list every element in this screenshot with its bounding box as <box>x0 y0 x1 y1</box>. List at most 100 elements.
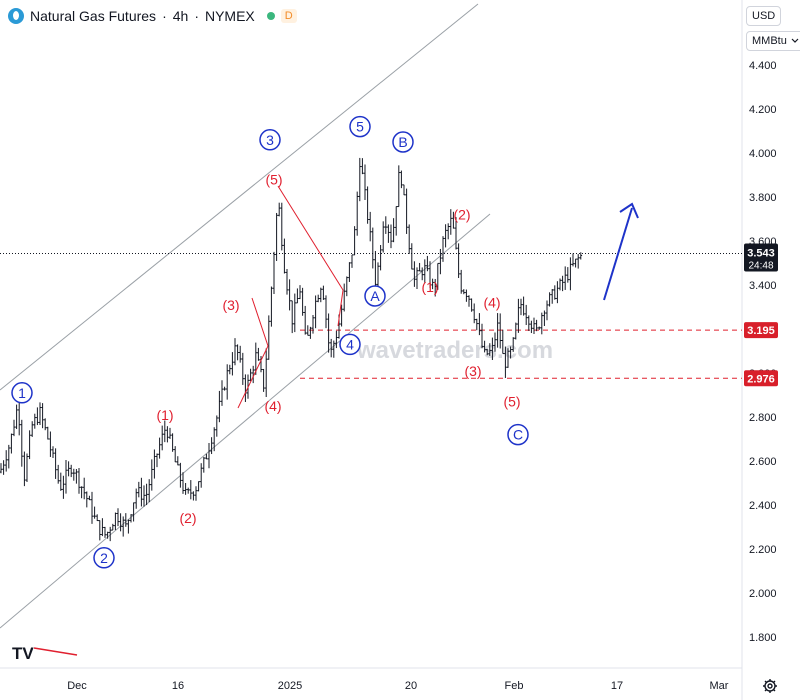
svg-text:4: 4 <box>346 336 354 352</box>
candle <box>556 281 559 304</box>
candle <box>88 495 91 501</box>
candle <box>262 368 265 392</box>
svg-text:A: A <box>370 288 380 304</box>
candle <box>202 456 206 473</box>
candle <box>366 186 369 224</box>
candle <box>127 519 130 534</box>
candle <box>293 293 297 333</box>
candle <box>197 481 200 492</box>
candle <box>111 523 115 531</box>
candle <box>306 325 310 336</box>
currency-label: USD <box>752 10 776 22</box>
projection-arrow-line <box>603 207 633 301</box>
symbol-header[interactable]: Natural Gas Futures · 4h · NYMEX D <box>8 6 297 26</box>
candle <box>493 332 497 352</box>
price-tick-label: 2.600 <box>749 456 777 468</box>
candle <box>77 467 81 494</box>
candle <box>212 427 216 452</box>
candle <box>415 267 419 289</box>
level-price-label: 3.195 <box>747 325 775 337</box>
candle <box>210 437 213 455</box>
candle <box>228 364 232 375</box>
candle <box>392 218 395 243</box>
candle <box>319 287 323 303</box>
candle <box>2 460 5 475</box>
candle <box>25 453 29 482</box>
candle <box>511 337 515 352</box>
candle <box>231 352 234 376</box>
candle <box>335 330 338 349</box>
candle <box>322 285 325 300</box>
candle <box>465 289 468 302</box>
wave-label-paren: (5) <box>265 171 282 187</box>
candle <box>132 502 135 522</box>
level-price-label: 2.976 <box>747 373 775 385</box>
candle <box>251 365 255 384</box>
wave-label-C: C <box>507 423 529 446</box>
price-tick-label: 4.000 <box>749 148 777 160</box>
symbol-name: Natural Gas Futures <box>30 8 157 24</box>
candle <box>150 459 154 491</box>
price-tick-label: 3.400 <box>749 280 777 292</box>
candle <box>368 211 372 242</box>
candle <box>496 313 499 348</box>
price-tick-label: 2.200 <box>749 544 777 556</box>
currency-button[interactable]: USD <box>746 6 782 26</box>
settings-gear-icon[interactable] <box>762 678 778 694</box>
separator: · <box>194 8 199 24</box>
candle <box>506 348 510 368</box>
candle <box>475 318 479 331</box>
candle <box>10 433 13 454</box>
candle <box>454 217 458 250</box>
candle <box>316 294 320 303</box>
candle <box>327 313 330 353</box>
candle <box>49 431 52 457</box>
candle <box>12 419 16 437</box>
candle <box>41 403 44 429</box>
time-tick-label: Feb <box>505 680 524 692</box>
candle <box>576 254 580 269</box>
candle <box>462 289 466 295</box>
candle <box>80 486 83 499</box>
candle <box>85 491 89 508</box>
candle <box>181 472 185 494</box>
candle <box>4 450 8 472</box>
candle <box>220 380 224 406</box>
candle <box>457 243 460 279</box>
svg-text:B: B <box>398 134 407 150</box>
svg-text:C: C <box>513 427 523 443</box>
candle <box>36 407 39 426</box>
candle <box>155 453 159 468</box>
candle <box>418 262 421 272</box>
wave-label-paren: (2) <box>179 510 196 526</box>
candle <box>124 513 128 527</box>
market-status-dot-icon <box>266 12 275 20</box>
candle <box>519 298 523 316</box>
candle <box>550 289 554 304</box>
wave-label-paren: (3) <box>464 363 481 379</box>
unit-button[interactable]: MMBtu <box>746 31 800 51</box>
candle <box>433 278 437 297</box>
level-price-tag <box>744 370 778 387</box>
candle <box>267 315 271 360</box>
candle <box>106 531 109 539</box>
candle <box>504 346 507 378</box>
candle <box>402 184 406 196</box>
time-tick-label: 2025 <box>278 680 302 692</box>
svg-text:2: 2 <box>100 550 108 566</box>
candle <box>163 420 167 443</box>
candle <box>173 446 177 463</box>
candle <box>449 209 453 235</box>
candle <box>545 300 549 321</box>
candle <box>478 313 481 336</box>
correction-triangle-line <box>237 297 269 409</box>
candle <box>381 221 385 253</box>
candle <box>119 513 122 532</box>
candle <box>189 480 193 500</box>
candle <box>20 419 24 467</box>
candle <box>480 323 484 349</box>
wave-label-paren: (2) <box>453 207 470 223</box>
candle <box>485 348 489 356</box>
candle <box>82 477 86 500</box>
